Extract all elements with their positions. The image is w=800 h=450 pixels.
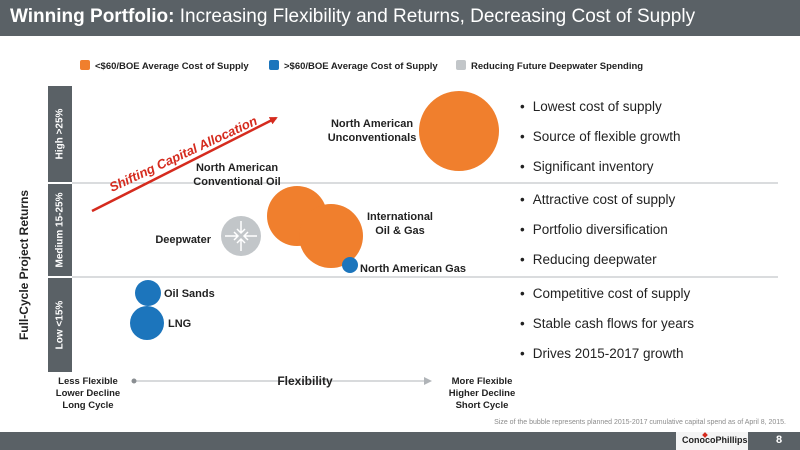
bubble-label: Deepwater [155, 234, 211, 246]
legend-item-high-cost: >$60/BOE Average Cost of Supply [269, 60, 438, 72]
bubble-label-line: North American [331, 118, 413, 130]
band-low: Low <15% [48, 278, 72, 372]
footer-bar [0, 432, 800, 450]
logo-text: ConocoPhillips [682, 435, 748, 445]
bubble-label-line: North American Gas [360, 263, 466, 275]
bubble-north-american-gas [342, 257, 358, 273]
company-logo: ConocoPhillips [676, 432, 748, 450]
bubble-label-line: Deepwater [155, 234, 211, 246]
title-bold: Winning Portfolio: [10, 6, 175, 27]
bubble-label-line: LNG [168, 318, 191, 330]
bullet-item: Significant inventory [520, 152, 681, 182]
x-right-line: Short Cycle [455, 400, 509, 411]
bubble-deepwater [221, 216, 261, 256]
x-left-line: Long Cycle [62, 400, 114, 411]
title-bar: Winning Portfolio: Increasing Flexibilit… [0, 0, 800, 36]
legend-item-low-cost: <$60/BOE Average Cost of Supply [80, 60, 249, 72]
legend-label: <$60/BOE Average Cost of Supply [95, 61, 249, 72]
bubble-label-line: Unconventionals [328, 132, 417, 144]
legend-swatch-orange [80, 60, 90, 70]
page-number: 8 [776, 434, 783, 446]
legend-swatch-blue [269, 60, 279, 70]
bubble-north-american-unconventionals [419, 91, 499, 171]
x-right-line: Higher Decline [448, 388, 516, 399]
title-rest: Increasing Flexibility and Returns, Decr… [174, 6, 696, 27]
legend-label: Reducing Future Deepwater Spending [471, 61, 644, 72]
x-axis-title: Flexibility [277, 374, 333, 388]
bubble-label-line: International [367, 211, 433, 223]
band-high: High >25% [48, 86, 72, 182]
bubble-label-line: Oil Sands [164, 288, 215, 300]
x-axis-left-label: Less Flexible Lower Decline Long Cycle [38, 376, 138, 412]
axis-start-dot [131, 378, 137, 384]
bubble-label: North American Unconventionals [328, 118, 417, 144]
bullet-item: Competitive cost of supply [520, 279, 694, 309]
bubble-lng [130, 306, 164, 340]
shifting-allocation-arrow [91, 116, 278, 213]
bubble-label-line: North American [196, 162, 278, 174]
bullet-item: Lowest cost of supply [520, 92, 681, 122]
bubble-label: North American Gas [360, 263, 466, 275]
bubble-label-line: Oil & Gas [375, 225, 425, 237]
bubble-label: International Oil & Gas [367, 211, 433, 237]
legend-label: >$60/BOE Average Cost of Supply [284, 61, 438, 72]
bullets-low: Competitive cost of supply Stable cash f… [520, 279, 694, 369]
x-left-line: Lower Decline [55, 388, 121, 399]
bubble-label-line: Conventional Oil [193, 176, 280, 188]
x-axis-right-label: More Flexible Higher Decline Short Cycle [432, 376, 532, 412]
legend-swatch-gray [456, 60, 466, 70]
bubble-label: Oil Sands [164, 288, 215, 300]
bullets-high: Lowest cost of supply Source of flexible… [520, 92, 681, 182]
bullet-item: Reducing deepwater [520, 245, 675, 275]
footnote: Size of the bubble represents planned 20… [494, 419, 786, 426]
arrows-inward-icon [225, 221, 257, 251]
bullet-item: Stable cash flows for years [520, 309, 694, 339]
band-medium: Medium 15-25% [48, 184, 72, 276]
bubble-label: LNG [168, 318, 191, 330]
slide-title: Winning Portfolio: Increasing Flexibilit… [10, 6, 695, 28]
bubble-oil-sands [135, 280, 161, 306]
x-right-line: More Flexible [451, 376, 513, 387]
bubble-international-oil-gas [299, 204, 363, 268]
bullet-item: Attractive cost of supply [520, 185, 676, 215]
legend-item-deepwater: Reducing Future Deepwater Spending [456, 60, 643, 72]
x-left-line: Less Flexible [58, 376, 118, 387]
chart-legend: <$60/BOE Average Cost of Supply >$60/BOE… [0, 60, 800, 76]
bullet-item: Drives 2015-2017 growth [520, 339, 694, 369]
bullets-medium: Attractive cost of supply Portfolio dive… [520, 185, 676, 275]
bullet-item: Portfolio diversification [520, 215, 675, 245]
bullet-item: Source of flexible growth [520, 122, 681, 152]
bubble-label: North American Conventional Oil [193, 162, 280, 188]
